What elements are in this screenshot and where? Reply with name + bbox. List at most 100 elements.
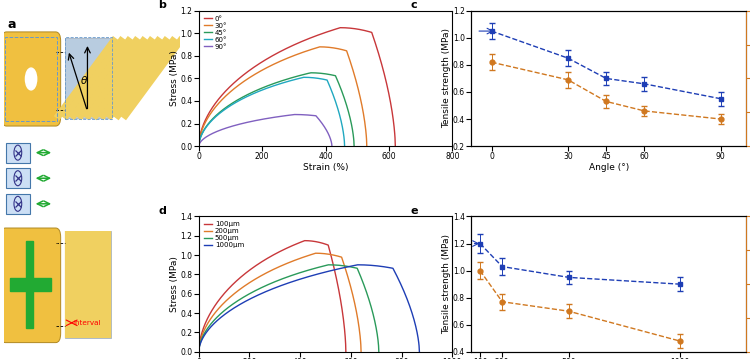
100μm xyxy=(341,350,350,354)
Line: 0°: 0° xyxy=(199,28,395,146)
200μm xyxy=(253,276,262,280)
0° xyxy=(332,27,340,31)
60° xyxy=(214,112,223,117)
FancyBboxPatch shape xyxy=(2,32,61,126)
45° xyxy=(194,144,203,148)
1000μm xyxy=(370,264,380,268)
90° xyxy=(290,112,299,117)
60° xyxy=(296,76,305,80)
Line: 1000μm: 1000μm xyxy=(199,265,419,352)
200μm xyxy=(266,269,274,273)
0° xyxy=(351,27,360,31)
100μm xyxy=(300,238,309,243)
60° xyxy=(258,88,267,92)
60° xyxy=(340,144,349,148)
Text: e: e xyxy=(411,206,419,216)
Line: 60°: 60° xyxy=(199,77,344,146)
Circle shape xyxy=(26,68,37,90)
90° xyxy=(301,113,310,117)
Bar xyxy=(26,241,33,328)
90° xyxy=(242,120,251,125)
Line: 100μm: 100μm xyxy=(199,241,346,352)
30° xyxy=(255,70,264,74)
1000μm xyxy=(194,350,203,354)
60° xyxy=(247,92,256,97)
FancyBboxPatch shape xyxy=(5,143,30,163)
Y-axis label: Stress (MPa): Stress (MPa) xyxy=(170,51,179,106)
45° xyxy=(303,71,312,76)
Y-axis label: Tensile strength (MPa): Tensile strength (MPa) xyxy=(442,28,452,129)
90° xyxy=(253,118,262,122)
30° xyxy=(328,46,338,50)
Line: 200μm: 200μm xyxy=(199,253,361,352)
60° xyxy=(299,75,308,79)
500μm xyxy=(260,284,268,289)
100μm xyxy=(312,239,321,244)
100μm xyxy=(259,258,268,263)
100μm xyxy=(313,240,322,244)
45° xyxy=(318,71,327,76)
Text: interval: interval xyxy=(74,320,101,326)
30° xyxy=(329,46,338,50)
Legend: 0°, 30°, 45°, 60°, 90°: 0°, 30°, 45°, 60°, 90° xyxy=(202,14,229,51)
200μm xyxy=(216,304,225,309)
1000μm xyxy=(224,310,232,314)
45° xyxy=(350,144,358,148)
30° xyxy=(315,45,324,49)
Line: 30°: 30° xyxy=(199,47,367,146)
45° xyxy=(320,71,328,76)
FancyBboxPatch shape xyxy=(1,228,61,342)
45° xyxy=(215,110,224,115)
200μm xyxy=(311,251,320,255)
30° xyxy=(217,98,226,103)
500μm xyxy=(218,310,227,314)
500μm xyxy=(338,264,347,268)
200μm xyxy=(194,350,203,354)
1000μm xyxy=(348,264,357,268)
30° xyxy=(362,144,371,148)
30° xyxy=(311,46,320,50)
500μm xyxy=(320,264,329,268)
0° xyxy=(266,55,274,60)
1000μm xyxy=(353,263,362,267)
Text: $\theta$: $\theta$ xyxy=(80,74,88,86)
500μm xyxy=(273,278,282,283)
FancyBboxPatch shape xyxy=(5,168,30,188)
Text: b: b xyxy=(158,0,166,10)
Text: a: a xyxy=(8,18,16,31)
1000μm xyxy=(291,278,300,283)
0° xyxy=(280,47,290,51)
90° xyxy=(194,144,203,148)
X-axis label: Angle (°): Angle (°) xyxy=(589,163,628,172)
200μm xyxy=(325,252,334,256)
0° xyxy=(194,144,203,148)
0° xyxy=(336,25,345,30)
1000μm xyxy=(415,350,424,354)
FancyBboxPatch shape xyxy=(5,194,30,214)
45° xyxy=(251,89,260,93)
Text: c: c xyxy=(411,0,417,10)
90° xyxy=(302,113,310,117)
Text: d: d xyxy=(158,206,166,216)
60° xyxy=(310,76,320,80)
90° xyxy=(212,130,221,134)
100μm xyxy=(214,299,223,303)
0° xyxy=(220,90,230,94)
100μm xyxy=(248,266,256,271)
30° xyxy=(268,63,277,67)
0° xyxy=(391,144,400,148)
Legend: 100μm, 200μm, 500μm, 1000μm: 100μm, 200μm, 500μm, 1000μm xyxy=(202,220,245,250)
100μm xyxy=(297,240,306,244)
1000μm xyxy=(274,284,283,289)
200μm xyxy=(324,252,333,256)
200μm xyxy=(308,252,316,256)
1000μm xyxy=(372,264,381,268)
Y-axis label: Stress (MPa): Stress (MPa) xyxy=(170,256,179,312)
Line: 500μm: 500μm xyxy=(199,265,379,352)
Line: 45°: 45° xyxy=(199,73,354,146)
Line: 90°: 90° xyxy=(199,115,332,146)
0° xyxy=(352,27,362,31)
200μm xyxy=(356,350,365,354)
100μm xyxy=(194,350,203,354)
90° xyxy=(287,113,296,117)
